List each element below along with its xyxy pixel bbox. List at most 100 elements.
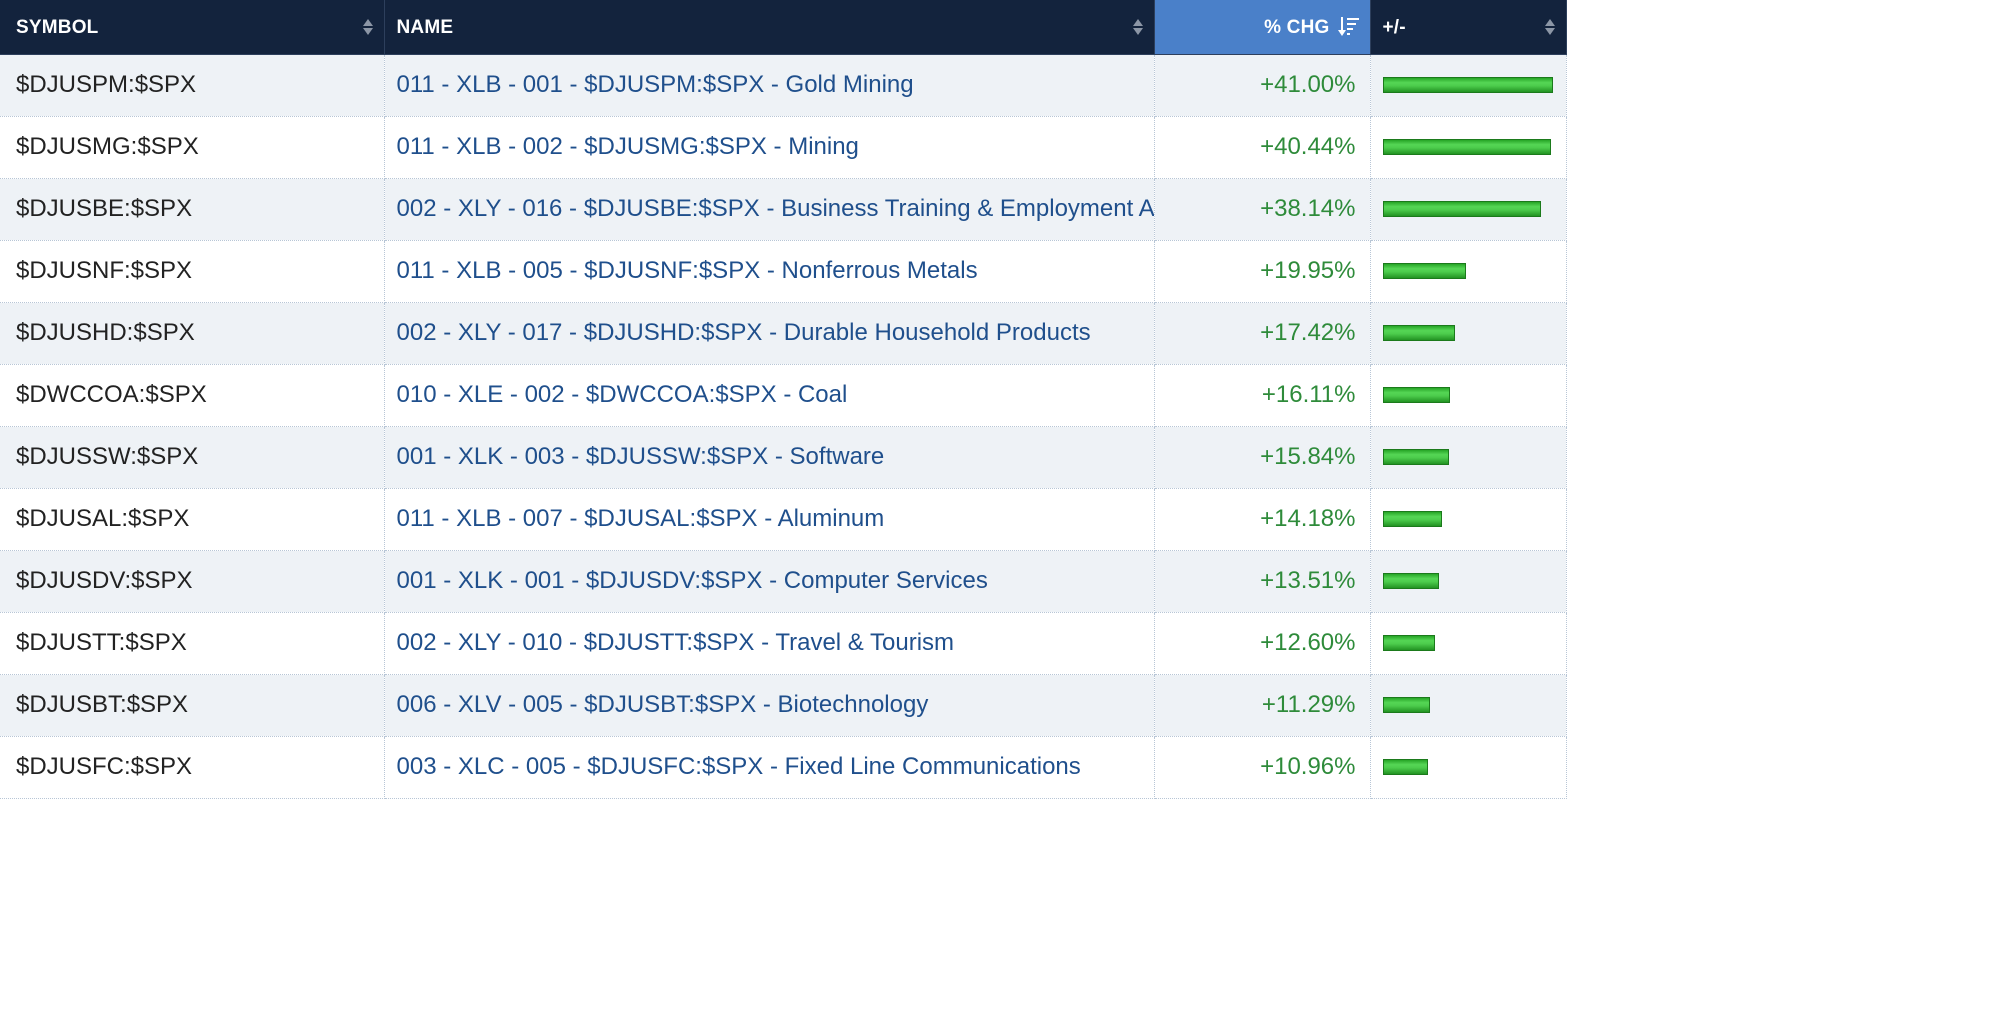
name-link[interactable]: 003 - XLC - 005 - $DJUSFC:$SPX - Fixed L… — [396, 753, 1081, 780]
change-bar — [1382, 449, 1449, 465]
change-bar-track — [1382, 387, 1555, 403]
pct-chg-cell: +40.44% — [1154, 116, 1371, 179]
column-header-symbol[interactable]: SYMBOL — [0, 0, 385, 55]
table-body: $DJUSPM:$SPX 011 - XLB - 001 - $DJUSPM:$S… — [0, 54, 1567, 799]
column-header-pct-chg[interactable]: % CHG — [1154, 0, 1371, 55]
pct-chg-cell: +17.42% — [1154, 302, 1371, 365]
change-bar — [1382, 325, 1455, 341]
column-header-label: +/- — [1382, 17, 1406, 38]
table-row[interactable]: $DJUSBE:$SPX 002 - XLY - 016 - $DJUSBE:$S… — [0, 178, 1567, 241]
change-bar-cell — [1370, 364, 1567, 427]
symbol-cell: $DJUSHD:$SPX — [0, 302, 385, 365]
table-row[interactable]: $DJUSSW:$SPX 001 - XLK - 003 - $DJUSSW:$S… — [0, 426, 1567, 489]
symbol-cell: $DJUSFC:$SPX — [0, 736, 385, 799]
table-row[interactable]: $DJUSPM:$SPX 011 - XLB - 001 - $DJUSPM:$S… — [0, 54, 1567, 117]
change-bar-track — [1382, 77, 1555, 93]
table-row[interactable]: $DJUSNF:$SPX 011 - XLB - 005 - $DJUSNF:$S… — [0, 240, 1567, 303]
pct-chg-cell: +38.14% — [1154, 178, 1371, 241]
symbol-cell: $DJUSSW:$SPX — [0, 426, 385, 489]
change-bar-track — [1382, 201, 1555, 217]
table-row[interactable]: $DJUSAL:$SPX 011 - XLB - 007 - $DJUSAL:$S… — [0, 488, 1567, 551]
change-bar — [1382, 201, 1541, 217]
name-link[interactable]: 011 - XLB - 001 - $DJUSPM:$SPX - Gold Mi… — [396, 71, 914, 98]
pct-chg-cell: +12.60% — [1154, 612, 1371, 675]
change-bar — [1382, 635, 1435, 651]
name-cell: 011 - XLB - 005 - $DJUSNF:$SPX - Nonferr… — [384, 240, 1155, 303]
change-bar-cell — [1370, 426, 1567, 489]
change-bar — [1382, 573, 1439, 589]
pct-chg-cell: +10.96% — [1154, 736, 1371, 799]
change-bar — [1382, 387, 1450, 403]
change-bar-track — [1382, 263, 1555, 279]
table-row[interactable]: $DJUSBT:$SPX 006 - XLV - 005 - $DJUSBT:$S… — [0, 674, 1567, 737]
pct-chg-cell: +41.00% — [1154, 54, 1371, 117]
change-bar — [1382, 759, 1428, 775]
table-row[interactable]: $DJUSFC:$SPX 003 - XLC - 005 - $DJUSFC:$S… — [0, 736, 1567, 799]
column-header-plus-minus[interactable]: +/- — [1370, 0, 1567, 55]
pct-chg-cell: +14.18% — [1154, 488, 1371, 551]
name-cell: 002 - XLY - 016 - $DJUSBE:$SPX - Busines… — [384, 178, 1155, 241]
name-cell: 003 - XLC - 005 - $DJUSFC:$SPX - Fixed L… — [384, 736, 1155, 799]
table-row[interactable]: $DJUSHD:$SPX 002 - XLY - 017 - $DJUSHD:$S… — [0, 302, 1567, 365]
change-bar-cell — [1370, 54, 1567, 117]
name-link[interactable]: 011 - XLB - 005 - $DJUSNF:$SPX - Nonferr… — [396, 257, 978, 284]
pct-chg-cell: +11.29% — [1154, 674, 1371, 737]
performance-table: SYMBOL NAME % CHG +/- $DJUSPM:$SPX 011 - … — [0, 0, 1567, 799]
table-row[interactable]: $DJUSDV:$SPX 001 - XLK - 001 - $DJUSDV:$S… — [0, 550, 1567, 613]
header-row: SYMBOL NAME % CHG +/- — [0, 0, 1567, 55]
change-bar-cell — [1370, 302, 1567, 365]
change-bar-track — [1382, 573, 1555, 589]
change-bar-cell — [1370, 488, 1567, 551]
name-link[interactable]: 001 - XLK - 003 - $DJUSSW:$SPX - Softwar… — [396, 443, 885, 470]
sort-descending-icon[interactable] — [1337, 17, 1360, 37]
table-row[interactable]: $DJUSTT:$SPX 002 - XLY - 010 - $DJUSTT:$S… — [0, 612, 1567, 675]
change-bar-track — [1382, 325, 1555, 341]
name-cell: 010 - XLE - 002 - $DWCCOA:$SPX - Coal — [384, 364, 1155, 427]
name-link[interactable]: 002 - XLY - 010 - $DJUSTT:$SPX - Travel … — [396, 629, 955, 656]
name-cell: 006 - XLV - 005 - $DJUSBT:$SPX - Biotech… — [384, 674, 1155, 737]
symbol-cell: $DJUSBE:$SPX — [0, 178, 385, 241]
change-bar — [1382, 139, 1551, 155]
change-bar-track — [1382, 139, 1555, 155]
symbol-cell: $DJUSTT:$SPX — [0, 612, 385, 675]
name-cell: 011 - XLB - 002 - $DJUSMG:$SPX - Mining — [384, 116, 1155, 179]
name-cell: 002 - XLY - 017 - $DJUSHD:$SPX - Durable… — [384, 302, 1155, 365]
name-link[interactable]: 011 - XLB - 007 - $DJUSAL:$SPX - Aluminu… — [396, 505, 885, 532]
column-header-label: NAME — [396, 17, 454, 38]
symbol-cell: $DJUSMG:$SPX — [0, 116, 385, 179]
change-bar-track — [1382, 759, 1555, 775]
change-bar-cell — [1370, 240, 1567, 303]
change-bar — [1382, 263, 1466, 279]
sort-icon[interactable] — [362, 19, 374, 36]
table-header: SYMBOL NAME % CHG +/- — [0, 0, 1567, 55]
name-link[interactable]: 010 - XLE - 002 - $DWCCOA:$SPX - Coal — [396, 381, 848, 408]
name-link[interactable]: 006 - XLV - 005 - $DJUSBT:$SPX - Biotech… — [396, 691, 929, 718]
table-row[interactable]: $DJUSMG:$SPX 011 - XLB - 002 - $DJUSMG:$S… — [0, 116, 1567, 179]
change-bar — [1382, 77, 1553, 93]
symbol-cell: $DJUSNF:$SPX — [0, 240, 385, 303]
name-cell: 002 - XLY - 010 - $DJUSTT:$SPX - Travel … — [384, 612, 1155, 675]
pct-chg-cell: +13.51% — [1154, 550, 1371, 613]
sort-icon[interactable] — [1132, 19, 1144, 36]
name-cell: 011 - XLB - 001 - $DJUSPM:$SPX - Gold Mi… — [384, 54, 1155, 117]
sort-icon[interactable] — [1544, 19, 1556, 36]
name-link[interactable]: 011 - XLB - 002 - $DJUSMG:$SPX - Mining — [396, 133, 859, 160]
pct-chg-cell: +19.95% — [1154, 240, 1371, 303]
name-link[interactable]: 001 - XLK - 001 - $DJUSDV:$SPX - Compute… — [396, 567, 988, 594]
pct-chg-cell: +16.11% — [1154, 364, 1371, 427]
table-row[interactable]: $DWCCOA:$SPX 010 - XLE - 002 - $DWCCOA:$S… — [0, 364, 1567, 427]
column-header-name[interactable]: NAME — [384, 0, 1155, 55]
symbol-cell: $DWCCOA:$SPX — [0, 364, 385, 427]
change-bar-track — [1382, 697, 1555, 713]
change-bar-cell — [1370, 116, 1567, 179]
symbol-cell: $DJUSDV:$SPX — [0, 550, 385, 613]
symbol-cell: $DJUSAL:$SPX — [0, 488, 385, 551]
symbol-cell: $DJUSPM:$SPX — [0, 54, 385, 117]
change-bar-track — [1382, 449, 1555, 465]
name-link[interactable]: 002 - XLY - 016 - $DJUSBE:$SPX - Busines… — [396, 195, 1154, 222]
name-link[interactable]: 002 - XLY - 017 - $DJUSHD:$SPX - Durable… — [396, 319, 1091, 346]
change-bar — [1382, 697, 1430, 713]
change-bar-cell — [1370, 550, 1567, 613]
pct-chg-cell: +15.84% — [1154, 426, 1371, 489]
symbol-cell: $DJUSBT:$SPX — [0, 674, 385, 737]
